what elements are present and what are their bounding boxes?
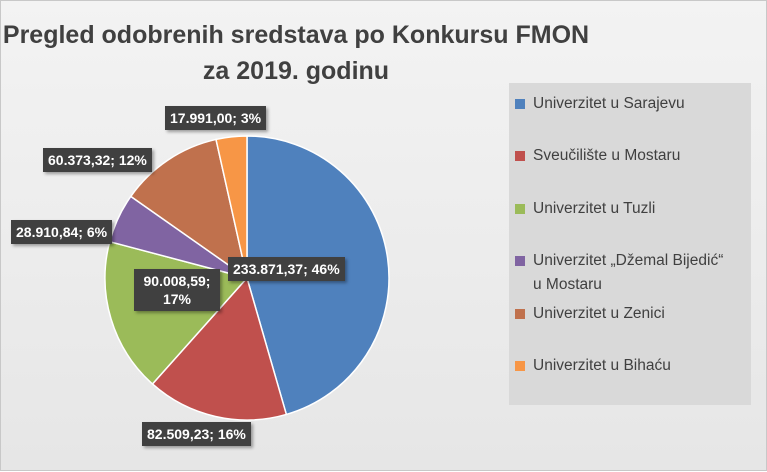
chart-title-line-2: za 2019. godinu [202, 57, 390, 85]
pie-slice-zenica [129, 138, 249, 280]
data-label-dzemal-bijedic: 28.910,84; 6% [11, 220, 113, 244]
pie-slice-mostar-sveuciliste [151, 276, 288, 421]
legend-label-dzemal-bijedic: Univerzitet „Džemal Bijedić“ [533, 252, 724, 269]
legend-swatch-bihac [515, 361, 525, 371]
legend-label-bihac: Univerzitet u Bihaću [533, 357, 671, 374]
legend-label-tuzla: Univerzitet u Tuzli [533, 200, 656, 217]
chart-title-line-1: Pregled odobrenih sredstava po Konkursu … [2, 21, 590, 49]
data-label-bihac: 17.991,00; 3% [165, 106, 267, 130]
legend-label-zenica: Univerzitet u Zenici [533, 305, 665, 322]
legend: Univerzitet u Sarajevu Sveučilište u Mos… [509, 83, 751, 405]
legend-label-sarajevo: Univerzitet u Sarajevu [533, 95, 685, 112]
legend-swatch-tuzla [515, 204, 525, 214]
legend-swatch-mostar-sveuciliste [515, 151, 525, 161]
legend-label-dzemal-bijedic-line-2: u Mostaru [533, 276, 602, 293]
data-label-tuzla: 90.008,59; 17% [134, 269, 220, 311]
legend-swatch-dzemal-bijedic [515, 256, 525, 266]
pie-slice-bihac [215, 135, 248, 279]
legend-swatch-sarajevo [515, 99, 525, 109]
data-label-zenica: 60.373,32; 12% [43, 148, 152, 172]
data-label-sarajevo: 233.871,37; 46% [228, 257, 345, 281]
legend-swatch-zenica [515, 309, 525, 319]
data-label-mostar-sveuciliste: 82.509,23; 16% [142, 422, 251, 446]
legend-label-mostar-sveuciliste: Sveučilište u Mostaru [533, 147, 681, 164]
